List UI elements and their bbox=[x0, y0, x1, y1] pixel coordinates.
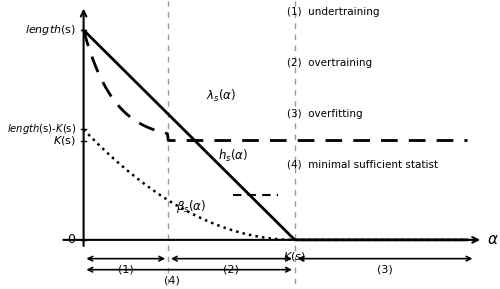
Text: (4): (4) bbox=[164, 276, 180, 286]
Text: (3)  overfitting: (3) overfitting bbox=[287, 109, 362, 119]
Text: (2)  overtraining: (2) overtraining bbox=[287, 58, 372, 68]
Text: $\it{length}$(s)-$K$(s): $\it{length}$(s)-$K$(s) bbox=[6, 123, 76, 136]
Text: (3): (3) bbox=[377, 265, 393, 275]
Text: (1): (1) bbox=[118, 265, 134, 275]
Text: (1)  undertraining: (1) undertraining bbox=[287, 7, 380, 17]
Text: $\beta_s(\alpha)$: $\beta_s(\alpha)$ bbox=[176, 198, 206, 215]
Text: $K$(s): $K$(s) bbox=[53, 134, 76, 147]
Text: (2): (2) bbox=[224, 265, 240, 275]
Text: $K(s)$: $K(s)$ bbox=[284, 250, 306, 263]
Text: $\lambda_s(\alpha)$: $\lambda_s(\alpha)$ bbox=[206, 88, 236, 104]
Text: (4)  minimal sufficient statist: (4) minimal sufficient statist bbox=[287, 160, 438, 170]
Text: $0$: $0$ bbox=[67, 234, 76, 247]
Text: $\alpha$: $\alpha$ bbox=[487, 232, 498, 247]
Text: $h_s(\alpha)$: $h_s(\alpha)$ bbox=[218, 148, 248, 164]
Text: $\it{length}$(s): $\it{length}$(s) bbox=[25, 23, 76, 37]
